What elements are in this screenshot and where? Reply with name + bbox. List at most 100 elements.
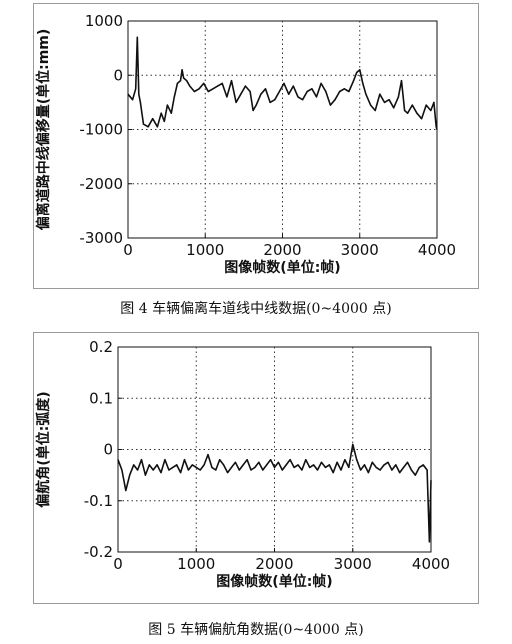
- data-point: [127, 93, 129, 95]
- data-point: [139, 101, 141, 103]
- data-point: [430, 479, 432, 481]
- data-point: [418, 466, 420, 469]
- data-point: [340, 469, 342, 471]
- data-point: [375, 466, 377, 469]
- data-point: [305, 459, 307, 461]
- data-point: [301, 99, 304, 101]
- data-point: [433, 101, 435, 103]
- data-point: [219, 459, 221, 461]
- data-point: [203, 464, 205, 466]
- data-point: [269, 459, 272, 461]
- data-point: [211, 466, 213, 469]
- data-point: [242, 464, 244, 466]
- data-point: [311, 88, 313, 90]
- data-point: [226, 96, 228, 98]
- data-point: [212, 88, 214, 90]
- data-point: [180, 471, 182, 474]
- data-point: [334, 99, 336, 101]
- data-point: [435, 126, 437, 128]
- data-point: [255, 104, 257, 106]
- data-point: [367, 471, 369, 474]
- x-tick-label: 3000: [341, 241, 379, 259]
- data-point: [297, 96, 299, 98]
- data-point: [226, 471, 229, 474]
- data-point: [269, 101, 271, 103]
- data-point: [411, 104, 413, 106]
- data-point: [274, 99, 276, 101]
- data-point: [410, 469, 413, 471]
- x-tick-label: 4000: [412, 555, 450, 573]
- data-point: [163, 120, 165, 122]
- data-point: [230, 80, 233, 82]
- data-point: [142, 123, 145, 125]
- data-point: [240, 93, 242, 95]
- data-point: [416, 112, 418, 114]
- y-tick-label: -0.1: [84, 492, 113, 510]
- data-point: [397, 96, 399, 98]
- data-point: [393, 107, 395, 109]
- y-tick-label: -2000: [79, 175, 123, 193]
- data-point: [152, 469, 154, 471]
- data-point: [407, 112, 409, 114]
- data-point: [379, 93, 381, 95]
- data-point: [343, 88, 345, 90]
- y-tick-label: -3000: [79, 229, 123, 247]
- data-point: [316, 469, 319, 471]
- data-point: [348, 466, 350, 469]
- data-point: [403, 466, 405, 469]
- data-point: [173, 96, 175, 98]
- chart-panel-offset: 0 1000 2000 3000 4000 1000 0 -1000 -2000 -3000 图像帧…: [33, 3, 479, 289]
- data-point: [170, 112, 172, 114]
- data-point: [273, 466, 276, 469]
- data-point: [371, 461, 373, 463]
- data-point: [359, 69, 361, 71]
- data-point: [136, 469, 139, 471]
- data-point: [140, 459, 143, 461]
- data-point: [369, 104, 372, 106]
- data-point: [164, 459, 166, 461]
- data-point: [383, 464, 385, 466]
- data-point: [399, 471, 401, 474]
- data-point: [252, 109, 254, 112]
- data-point: [436, 128, 438, 131]
- series-line: [117, 443, 432, 543]
- data-point: [309, 466, 311, 469]
- data-point: [395, 464, 397, 466]
- y-tick-label: 0: [113, 66, 123, 84]
- data-point: [217, 85, 219, 87]
- data-point: [144, 474, 146, 476]
- data-point: [329, 104, 331, 106]
- data-point: [160, 112, 162, 114]
- data-point: [166, 104, 168, 106]
- data-point: [430, 109, 432, 112]
- data-point: [414, 474, 416, 476]
- data-point: [238, 469, 240, 471]
- data-point: [391, 469, 393, 471]
- data-point: [428, 541, 431, 543]
- data-point: [207, 454, 209, 456]
- data-point: [193, 90, 196, 93]
- data-point: [203, 82, 205, 84]
- data-point: [362, 82, 364, 84]
- chart-panel-yaw: 0 1000 2000 3000 4000 0.2 0.1 0 -0.1 -0.2 图像帧数(单位:…: [33, 332, 479, 604]
- data-point: [400, 80, 403, 82]
- data-point: [336, 461, 338, 463]
- data-point: [186, 80, 188, 82]
- data-point: [320, 82, 322, 84]
- data-point: [403, 109, 406, 112]
- data-point: [262, 469, 264, 471]
- yaw-chart-svg: 0 1000 2000 3000 4000 0.2 0.1 0 -0.1 -0.2 图像帧数(单位:…: [35, 338, 450, 590]
- data-point: [176, 82, 179, 84]
- y-tick-label: 1000: [85, 12, 123, 30]
- data-point: [249, 90, 251, 93]
- data-point: [339, 90, 341, 93]
- data-point: [264, 88, 267, 90]
- y-axis-label: 偏离道路中线偏移量(单位:mm): [35, 29, 52, 231]
- data-point: [147, 126, 149, 128]
- data-point: [328, 464, 330, 466]
- data-point: [420, 118, 423, 120]
- data-point: [293, 466, 295, 469]
- data-point: [422, 464, 424, 466]
- x-tick-label: 2000: [255, 555, 293, 573]
- data-point: [183, 77, 185, 79]
